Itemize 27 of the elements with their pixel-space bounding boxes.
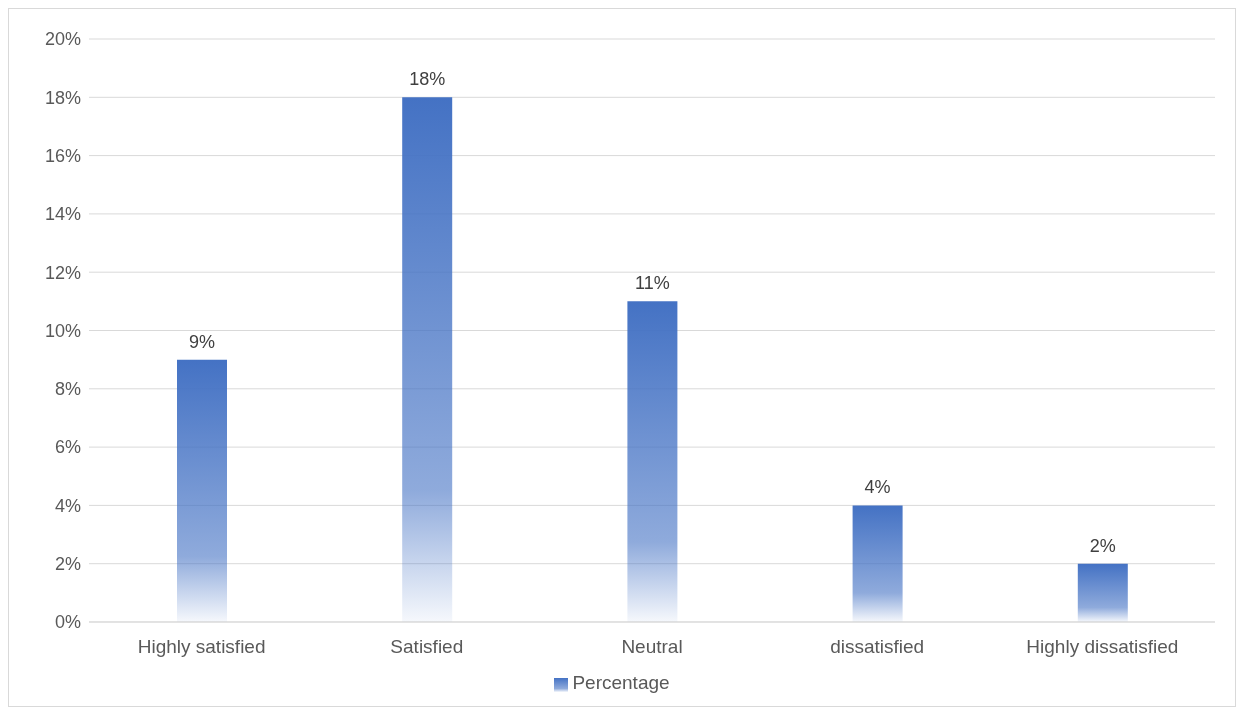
- data-label: 9%: [188, 331, 216, 352]
- bar: [177, 359, 227, 622]
- bar: [852, 505, 903, 622]
- x-tick-label: Highly dissatisfied: [1026, 636, 1179, 658]
- y-tick-label: 12%: [44, 262, 81, 283]
- legend-label: Percentage: [572, 672, 670, 693]
- y-tick-label: 6%: [54, 437, 81, 458]
- data-label: 18%: [409, 69, 446, 90]
- data-label: 2%: [1089, 535, 1116, 556]
- x-tick-label: Neutral: [621, 636, 683, 658]
- data-label: 4%: [864, 477, 891, 498]
- bar: [1077, 563, 1128, 622]
- x-tick-label: Highly satisfied: [137, 636, 266, 658]
- x-tick-label: Satisfied: [390, 636, 464, 658]
- y-tick-label: 4%: [54, 495, 81, 516]
- data-label: 11%: [635, 273, 670, 294]
- y-tick-label: 2%: [54, 554, 81, 575]
- y-tick-label: 14%: [44, 204, 81, 225]
- y-tick-label: 16%: [44, 145, 81, 166]
- bar: [402, 97, 453, 622]
- y-tick-label: 18%: [44, 87, 81, 108]
- y-tick-label: 8%: [54, 379, 81, 400]
- x-tick-label: dissatisfied: [830, 636, 925, 658]
- y-tick-label: 0%: [54, 612, 81, 633]
- y-tick-label: 20%: [44, 29, 81, 50]
- bar: [627, 301, 678, 622]
- y-tick-label: 10%: [44, 320, 81, 341]
